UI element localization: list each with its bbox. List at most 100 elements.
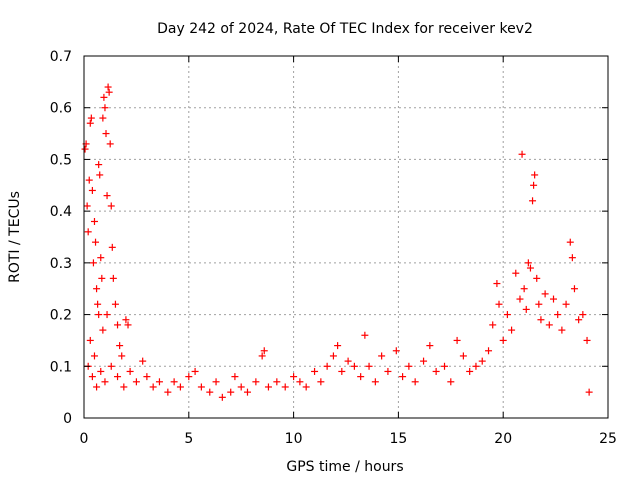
x-axis-label: GPS time / hours [286,459,403,475]
data-point [441,362,449,370]
data-point [101,378,109,386]
grid [84,56,608,418]
y-tick-label: 0.3 [50,256,72,272]
data-point [94,300,102,308]
data-point [357,373,365,381]
data-point [90,352,98,360]
data-point [132,378,140,386]
data-point [108,243,116,251]
data-point [231,373,239,381]
data-point [317,378,325,386]
data-point [361,331,369,339]
data-point [264,383,272,391]
data-point [554,311,562,319]
data-point [512,269,520,277]
data-point [86,336,94,344]
data-point [100,93,108,101]
data-point [155,378,163,386]
data-point [197,383,205,391]
y-tick-label: 0.5 [50,152,72,168]
data-point [583,336,591,344]
x-tick-label: 10 [285,431,303,447]
y-tick-label: 0.1 [50,359,72,375]
data-point [102,130,110,138]
y-tick-label: 0.2 [50,308,72,324]
data-point [185,373,193,381]
data-point [535,300,543,308]
data-point [252,378,260,386]
data-point [149,383,157,391]
data-point [101,104,109,112]
data-point [432,367,440,375]
data-point [218,393,226,401]
y-axis-label: ROTI / TECUs [7,191,23,283]
data-point [116,342,124,350]
data-point [139,357,147,365]
data-point [472,362,480,370]
data-point [489,321,497,329]
data-point [191,367,199,375]
data-point [516,295,524,303]
data-point [86,119,94,127]
data-point [405,362,413,370]
data-point [384,367,392,375]
data-point [290,373,298,381]
data-point [99,326,107,334]
data-point [466,367,474,375]
data-point [88,186,96,194]
data-point [124,321,132,329]
data-point [371,378,379,386]
data-point [143,373,151,381]
plot-frame [83,55,609,419]
data-point [92,238,100,246]
data-point [103,192,111,200]
x-tick-label: 15 [389,431,407,447]
data-point [93,285,101,293]
data-point [212,378,220,386]
data-point [89,259,97,267]
x-tick-label: 5 [184,431,193,447]
data-point [508,326,516,334]
data-point [344,357,352,365]
data-point [106,140,114,148]
data-point [323,362,331,370]
data-point [570,285,578,293]
axis-ticks: 0 5 10 15 20 25 0 0.1 0.2 0.3 0.4 0.5 0.6 0.7 [50,49,617,447]
x-tick-label: 0 [80,431,89,447]
data-point [478,357,486,365]
data-point [531,171,539,179]
x-tick-label: 25 [599,431,617,447]
data-point [503,311,511,319]
data-point [260,347,268,355]
data-point [104,83,112,91]
data-point [237,383,245,391]
data-point [243,388,251,396]
data-point [558,326,566,334]
data-point [120,383,128,391]
y-tick-label: 0.6 [50,101,72,117]
data-point [164,388,172,396]
data-point [176,383,184,391]
data-point [365,362,373,370]
data-point [95,161,103,169]
data-point [87,114,95,122]
data-point [107,362,115,370]
data-point [273,378,281,386]
y-tick-label: 0.7 [50,49,72,65]
data-point [258,352,266,360]
data-point [526,264,534,272]
data-point [105,88,113,96]
data-point [111,300,119,308]
data-point [311,367,319,375]
data-point [109,274,117,282]
data-point [453,336,461,344]
data-point [99,114,107,122]
data-point [411,378,419,386]
data-point [562,300,570,308]
data-point [95,311,103,319]
data-point [103,311,111,319]
data-point [399,373,407,381]
data-point [426,342,434,350]
data-point [537,316,545,324]
data-point [568,254,576,262]
